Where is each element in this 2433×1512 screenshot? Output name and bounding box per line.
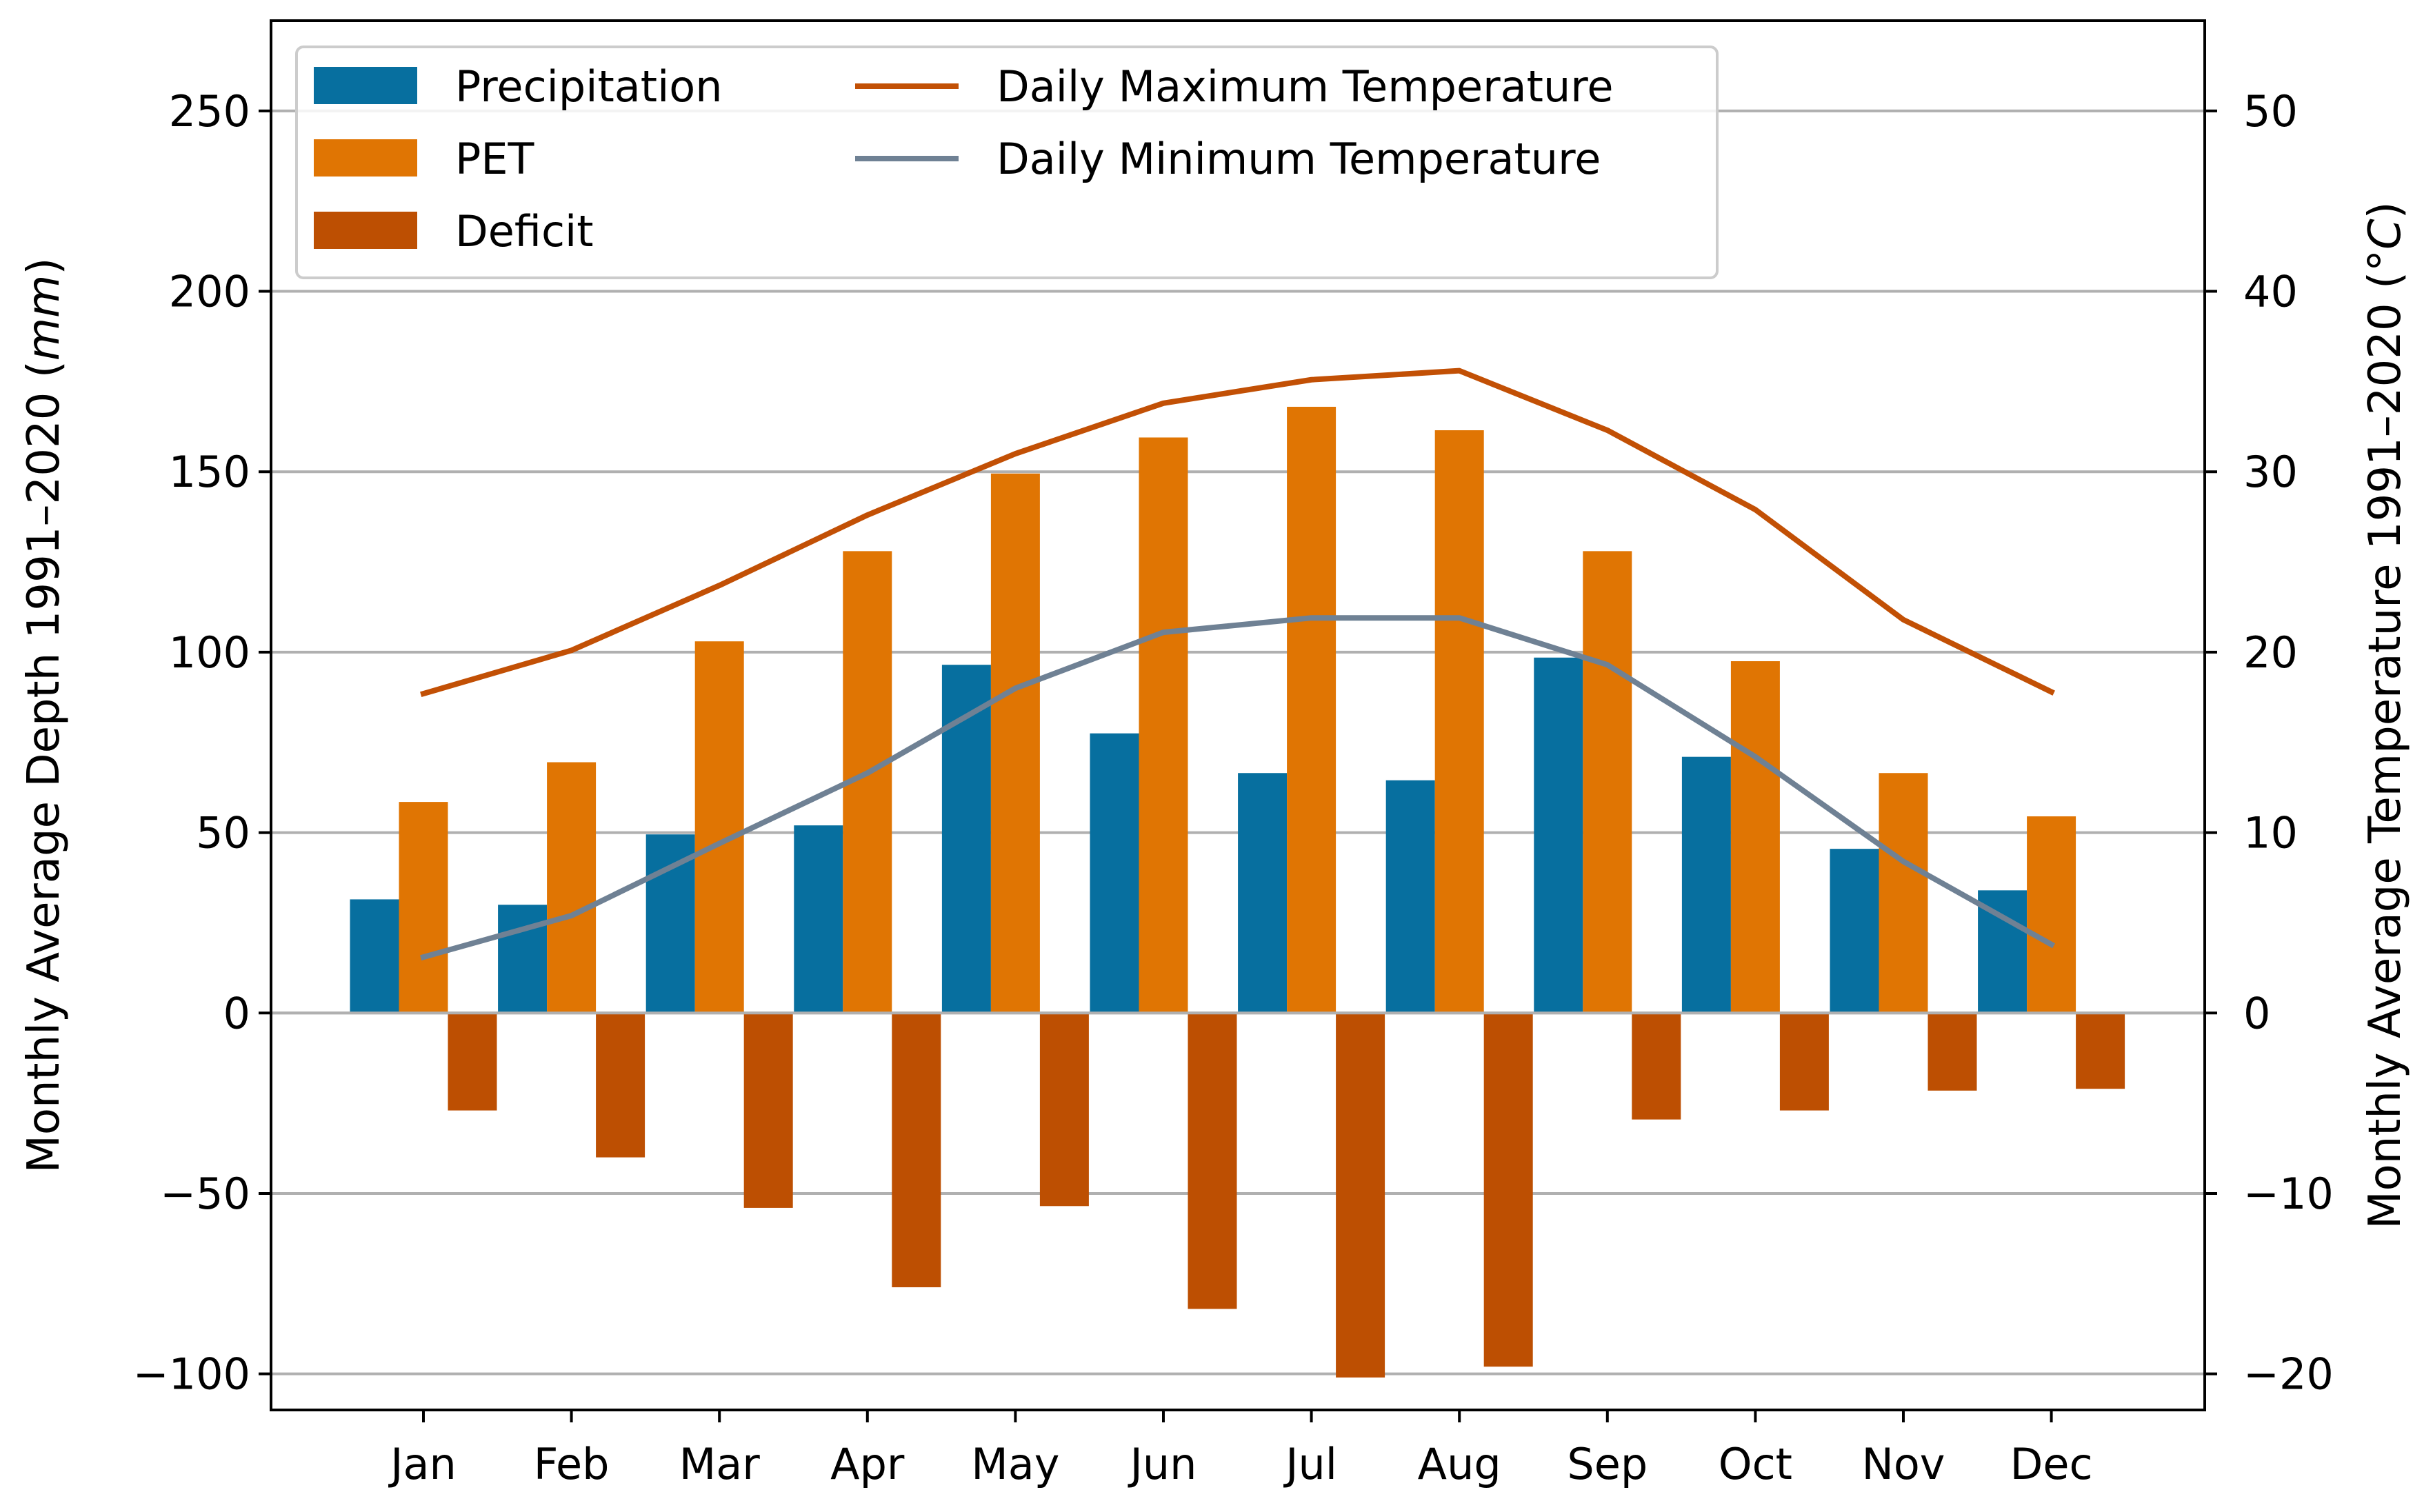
legend-pet-swatch: [314, 139, 417, 177]
x-tick-label: Jul: [1283, 1439, 1337, 1489]
x-tick-label: Oct: [1719, 1439, 1792, 1489]
y-axis-left-label-unit: mm: [19, 275, 70, 361]
line-daily-minimum-temperature: [420, 615, 2056, 961]
bar-deficit-mar: [743, 1013, 793, 1208]
bar-pet-nov: [1879, 773, 1928, 1014]
x-tick-label: Jan: [388, 1439, 457, 1489]
bar-deficit-jan: [448, 1013, 497, 1111]
legend-deficit-swatch: [314, 212, 417, 249]
y2-tick-label: 0: [2243, 988, 2270, 1038]
y2-tick-label: −20: [2243, 1349, 2334, 1400]
bar-precipitation-jan: [350, 899, 399, 1014]
y-axis-left-label-main: Monthly Average Depth 1991–2020 (: [19, 361, 70, 1173]
x-tick-label: Feb: [534, 1439, 610, 1489]
bars: [271, 407, 2205, 1378]
bar-pet-may: [990, 473, 1040, 1014]
bar-precipitation-sep: [1534, 657, 1583, 1014]
bar-precipitation-aug: [1385, 780, 1435, 1014]
bar-deficit-jul: [1336, 1013, 1385, 1378]
x-axis-ticks: Jan Feb Mar Apr May Jun Jul Aug Sep Oct Nov Dec: [388, 1410, 2093, 1489]
bar-pet-jan: [399, 802, 448, 1014]
bar-pet-sep: [1583, 551, 1632, 1014]
bar-deficit-oct: [1779, 1013, 1829, 1111]
line-daily-maximum-temperature: [420, 367, 2055, 698]
legend-daily-minimum-temperature-label: Daily Minimum Temperature: [997, 134, 1601, 184]
bar-precipitation-mar: [645, 834, 695, 1014]
legend: Precipitation PET Deficit Daily Maximum Tem…: [295, 46, 1719, 279]
bar-deficit-nov: [1928, 1013, 1977, 1091]
legend-daily-maximum-temperature-label: Daily Maximum Temperature: [997, 61, 1614, 112]
y-axis-left-ticks: −100 −50 0 50 100 150 200 250: [133, 86, 271, 1400]
x-tick-label: Jun: [1128, 1439, 1197, 1489]
y-axis-left-label-close: ): [19, 258, 70, 275]
plot-frame: [270, 19, 2206, 1411]
bar-precipitation-apr: [794, 825, 843, 1014]
y-tick-label: 100: [169, 627, 250, 678]
legend-precipitation-label: Precipitation: [455, 61, 723, 112]
y-axis-right-ticks: −20 −10 0 10 20 30 40 50: [2205, 86, 2334, 1400]
x-tick-label: Aug: [1418, 1439, 1501, 1489]
legend-deficit-label: Deficit: [455, 206, 594, 256]
y-axis-right-label-main: Monthly Average Temperature 1991–2020 (°: [2360, 250, 2411, 1229]
y-axis-left-label: Monthly Average Depth 1991–2020 (mm): [19, 258, 70, 1173]
bar-precipitation-oct: [1681, 756, 1731, 1014]
x-tick-label: May: [971, 1439, 1059, 1489]
bar-deficit-sep: [1632, 1013, 1681, 1120]
x-tick-label: Apr: [830, 1439, 905, 1489]
legend-pet-label: PET: [455, 134, 535, 184]
y-tick-label: 200: [169, 267, 250, 317]
y-tick-label: 50: [196, 808, 250, 858]
x-tick-label: Sep: [1567, 1439, 1648, 1489]
bar-pet-oct: [1730, 661, 1780, 1014]
bar-pet-mar: [694, 641, 744, 1014]
bar-pet-dec: [2027, 816, 2076, 1014]
y2-tick-label: 40: [2243, 267, 2298, 317]
y2-tick-label: 10: [2243, 808, 2298, 858]
y-axis-right-label-unit: C: [2360, 219, 2411, 250]
bar-deficit-apr: [892, 1013, 941, 1288]
x-tick-label: Mar: [679, 1439, 760, 1489]
y-tick-label: 150: [169, 447, 250, 497]
y-tick-label: −50: [160, 1169, 250, 1219]
y2-tick-label: −10: [2243, 1169, 2334, 1219]
bar-deficit-aug: [1483, 1013, 1533, 1367]
bar-deficit-jun: [1188, 1013, 1237, 1309]
y-tick-label: 0: [223, 988, 250, 1038]
bar-precipitation-feb: [498, 905, 548, 1014]
x-tick-label: Nov: [1861, 1439, 1945, 1489]
bar-pet-jun: [1139, 437, 1188, 1014]
gridlines: [271, 109, 2205, 1375]
legend-box: [295, 46, 1719, 279]
y2-tick-label: 20: [2243, 627, 2298, 678]
bar-pet-aug: [1434, 430, 1484, 1014]
bar-deficit-dec: [2076, 1013, 2125, 1089]
y-tick-label: 250: [169, 86, 250, 137]
bar-pet-feb: [547, 762, 597, 1014]
bar-deficit-feb: [596, 1013, 645, 1158]
y-axis-right-label: Monthly Average Temperature 1991–2020 (°…: [2360, 201, 2411, 1229]
x-tick-label: Dec: [2010, 1439, 2093, 1489]
bar-pet-jul: [1287, 407, 1336, 1014]
y-tick-label: −100: [133, 1349, 250, 1400]
bar-precipitation-nov: [1830, 849, 1879, 1014]
y2-tick-label: 50: [2243, 86, 2298, 137]
bar-precipitation-jul: [1238, 773, 1288, 1014]
lines: [420, 367, 2056, 961]
y-axis-right-label-close: ): [2360, 201, 2411, 219]
legend-precipitation-swatch: [314, 67, 417, 104]
y2-tick-label: 30: [2243, 447, 2298, 497]
bar-deficit-may: [1039, 1013, 1089, 1207]
bar-precipitation-jun: [1090, 733, 1139, 1014]
